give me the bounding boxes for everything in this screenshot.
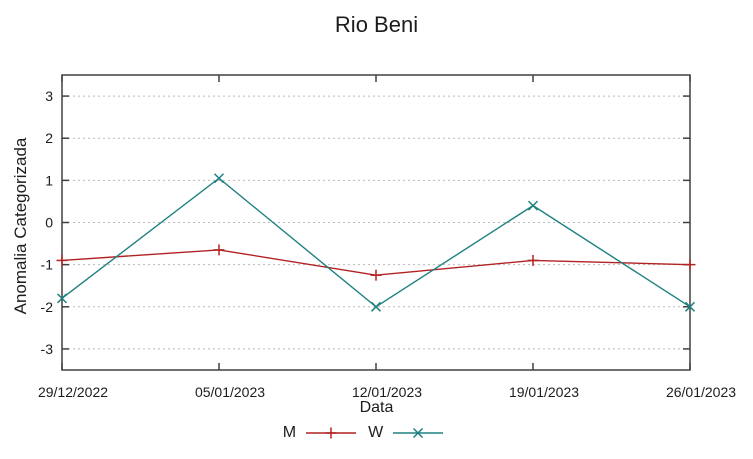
- cross-marker-icon: [684, 301, 696, 312]
- y-tick-label: 0: [45, 215, 53, 231]
- cross-marker-icon: [56, 293, 68, 304]
- series-line-w: [61, 177, 691, 308]
- legend-label-m: M: [282, 424, 297, 441]
- y-tick-label: -1: [41, 257, 54, 273]
- y-tick-label: 3: [45, 88, 53, 104]
- x-tick-label: 29/12/2022: [38, 384, 108, 400]
- legend: M W: [0, 424, 740, 442]
- y-tick-label: 2: [45, 130, 53, 146]
- legend-sample-w-icon: [393, 427, 444, 439]
- y-tick-label: -2: [41, 299, 54, 315]
- x-tick-label: 26/01/2023: [666, 384, 736, 400]
- x-tick-label: 05/01/2023: [195, 384, 265, 400]
- cross-marker-icon: [413, 427, 424, 439]
- plot-border: [61, 74, 691, 371]
- cross-marker-icon: [370, 301, 382, 312]
- x-tick-label: 19/01/2023: [509, 384, 579, 400]
- cross-marker-icon: [213, 173, 225, 184]
- x-tick-label: 12/01/2023: [352, 384, 422, 400]
- x-axis-label: Data: [359, 399, 394, 416]
- cross-marker-icon: [527, 200, 539, 211]
- chart-title: Rio Beni: [334, 12, 419, 37]
- legend-label-w: W: [368, 424, 384, 441]
- y-tick-label: 1: [45, 172, 53, 188]
- legend-item-m: M: [283, 424, 357, 442]
- y-tick-label: -3: [41, 341, 54, 357]
- legend-sample-m-icon: [306, 427, 357, 439]
- legend-item-w: W: [368, 424, 444, 442]
